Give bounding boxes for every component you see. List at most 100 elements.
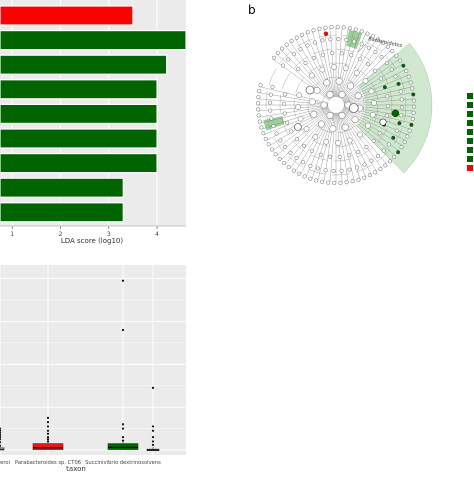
clade-node (347, 26, 352, 31)
clade-branch (260, 86, 329, 104)
box-outlier (151, 443, 155, 446)
clade-node (296, 67, 301, 72)
clade-node (323, 138, 330, 145)
clade-node (338, 91, 346, 99)
clade-arc (265, 34, 407, 176)
clade-node-enriched (391, 109, 400, 118)
lda-bar (0, 202, 124, 223)
clade-node (320, 101, 328, 109)
box-outlier (46, 416, 50, 419)
clade-branch (338, 30, 361, 98)
box-tick-label: Parabacteroides sp. CT06 (15, 460, 81, 466)
box-outlier (0, 429, 2, 432)
clade-highlight (263, 116, 285, 131)
box-outlier (121, 328, 125, 332)
clade-node (376, 37, 381, 42)
clade-node (384, 113, 389, 118)
clade-node (344, 37, 349, 42)
clade-branch (317, 112, 335, 181)
clade-node (329, 125, 337, 133)
clade-node (329, 25, 334, 30)
clade-node (285, 120, 290, 125)
box-outlier (0, 444, 2, 447)
clade-node (311, 55, 316, 60)
cladogram-legend (467, 93, 473, 171)
clade-node (301, 143, 306, 148)
clade-node (266, 142, 271, 147)
clade-node (263, 136, 268, 141)
clade-node (405, 134, 410, 139)
clade-node (367, 173, 372, 178)
clade-node (352, 39, 357, 44)
clade-node (362, 162, 367, 167)
box-outlier (121, 279, 125, 282)
clade-node (297, 171, 302, 176)
clade-node (278, 138, 283, 143)
clade-node (401, 63, 406, 68)
clade-node (359, 42, 364, 47)
clade-branch (290, 41, 332, 99)
lda-bar (0, 30, 187, 51)
clade-branch (343, 108, 406, 141)
clade-node (318, 152, 323, 157)
clade-branch (280, 110, 331, 161)
clade-node (385, 44, 390, 49)
lda-bars (0, 5, 187, 223)
box-body (32, 443, 64, 450)
clade-node (351, 116, 359, 123)
lda-tick-label: 1 (10, 231, 14, 238)
clade-node (294, 155, 299, 160)
clade-node (328, 154, 333, 159)
clade-node (377, 131, 382, 136)
clade-branch (323, 27, 335, 98)
clade-branch (343, 74, 409, 103)
clade-node (390, 49, 395, 54)
legend-swatch (467, 120, 473, 126)
clade-branch (305, 32, 334, 98)
lda-bar (0, 153, 158, 174)
clade-node (310, 110, 318, 118)
clade-node (308, 98, 316, 106)
clade-node (411, 92, 416, 97)
clade-node (383, 163, 388, 168)
box-outlier (0, 436, 2, 439)
clade-node (291, 168, 296, 173)
clade-node (362, 175, 367, 180)
box-outlier (151, 386, 155, 389)
clade-branch (337, 112, 355, 181)
clade-node (300, 32, 305, 37)
clade-node (312, 40, 317, 45)
clade-node (365, 31, 370, 36)
clade-node (315, 166, 320, 171)
clade-node (312, 134, 319, 140)
clade-node (297, 115, 304, 122)
clade-node (404, 69, 409, 74)
clade-node (399, 113, 404, 118)
clade-node (347, 82, 354, 90)
clade-node (373, 170, 378, 175)
box-outlier (121, 436, 125, 439)
lda-x-ticks: 1 2 3 4 (0, 225, 186, 238)
clade-node-major (305, 85, 315, 95)
clade-node (323, 79, 331, 87)
clade-node (289, 129, 294, 134)
clade-node (349, 53, 354, 58)
clade-node (257, 119, 262, 124)
clade-branch (276, 54, 331, 100)
clade-node (323, 25, 328, 30)
clade-node (393, 74, 398, 79)
clade-branch (341, 45, 387, 100)
clade-branch (329, 112, 336, 183)
clade-node (326, 91, 334, 99)
lda-bar (0, 177, 124, 198)
clade-highlight (346, 29, 363, 49)
box-series (0, 279, 160, 451)
box-outlier (46, 440, 50, 443)
clade-node (282, 161, 287, 166)
clade-node (298, 47, 303, 52)
clade-node (256, 113, 261, 118)
clade-node (268, 100, 273, 105)
clade-node (410, 86, 415, 91)
clade-node (271, 55, 276, 60)
box-x-ticks: ...eroi Parabacteroides sp. CT06 Succinivi… (0, 460, 161, 466)
